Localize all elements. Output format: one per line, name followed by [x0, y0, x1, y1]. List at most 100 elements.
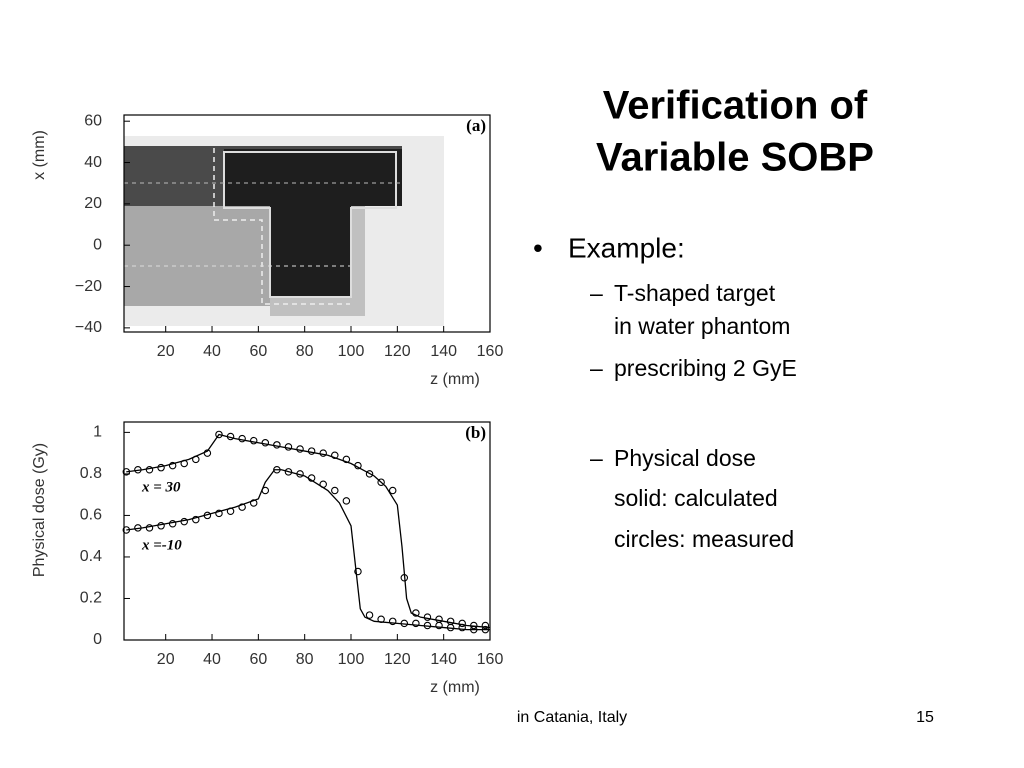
measured-point: [284, 468, 293, 476]
measured-point: [435, 615, 443, 623]
measured-point: [203, 449, 212, 457]
measured-point: [307, 474, 316, 482]
measured-point: [446, 617, 455, 626]
x-tick-label: 80: [296, 343, 314, 360]
measured-point: [168, 519, 177, 528]
measured-point: [481, 625, 490, 634]
bullet: •: [533, 232, 543, 263]
calculated-line: [126, 433, 491, 629]
x-tick-label: 20: [157, 343, 175, 360]
page-number: 15: [916, 709, 934, 726]
measured-point: [157, 463, 165, 472]
measured-point: [423, 613, 432, 621]
y-tick-label: −20: [75, 278, 102, 295]
measured-point: [249, 499, 258, 507]
measured-point: [412, 619, 420, 628]
measured-point: [203, 511, 212, 520]
measured-point: [458, 623, 466, 632]
measured-point: [215, 430, 223, 439]
panel-label: (a): [466, 116, 486, 135]
measured-point: [319, 480, 327, 489]
measured-point: [354, 461, 362, 470]
measured-point: [458, 619, 466, 628]
y-tick-label: 60: [84, 112, 102, 129]
measured-point: [192, 515, 200, 524]
measured-point: [168, 461, 177, 470]
x-tick-label: 140: [430, 651, 457, 668]
measured-point: [122, 468, 131, 476]
slide-title: Variable SOBP: [596, 136, 874, 180]
measured-point: [180, 459, 188, 468]
bullet-text: T-shaped target: [614, 280, 776, 306]
measured-point: [134, 466, 142, 474]
y-tick-label: 40: [84, 154, 102, 171]
panel-label: (b): [465, 423, 486, 442]
y-axis-label: x (mm): [31, 130, 48, 180]
dash: –: [590, 280, 603, 306]
x-tick-clip: 20 40 60 80 100 120 140 160: [157, 651, 504, 668]
measured-point: [388, 486, 397, 495]
measured-point: [238, 503, 246, 511]
dash: –: [590, 445, 603, 471]
bullet-text: prescribing 2 GyE: [614, 355, 797, 381]
measured-point: [446, 623, 455, 632]
plot-frame: [123, 114, 491, 333]
annotation: x = 30: [141, 479, 181, 495]
measured-point: [412, 609, 420, 617]
bullet-text: Example:: [568, 232, 685, 263]
footer: in Catania, Italy: [517, 709, 627, 726]
bullet-text: solid: calculated: [614, 485, 778, 511]
measured-point: [296, 445, 304, 453]
x-tick-label: 160: [477, 651, 504, 668]
y-axis-label: Physical dose (Gy): [31, 443, 48, 577]
measured-point: [180, 517, 188, 526]
measured-point: [377, 615, 385, 623]
x-tick-label: 120: [384, 343, 411, 360]
bullet-text: Physical dose: [614, 445, 756, 471]
annotation: x =-10: [141, 537, 182, 553]
dash: –: [590, 355, 603, 381]
y-tick-label: 0.4: [80, 548, 102, 565]
y-tick-label: 0.6: [80, 507, 102, 524]
measured-point: [342, 455, 351, 464]
dose-map: [124, 115, 490, 332]
measured-point: [157, 522, 165, 530]
measured-point: [331, 451, 339, 459]
y-tick-label: 1: [93, 424, 102, 441]
measured-point: [400, 619, 409, 628]
measured-point: [296, 470, 304, 478]
x-tick-label: 140: [430, 343, 457, 360]
x-tick-label: 40: [203, 343, 221, 360]
x-tick-label: 100: [338, 651, 365, 668]
measured-point: [331, 486, 339, 495]
x-tick-label: 60: [249, 343, 267, 360]
measured-point: [122, 526, 131, 534]
measured-point: [249, 436, 258, 445]
measured-point: [226, 507, 235, 516]
y-tick-label: 0: [93, 236, 102, 253]
measured-point: [284, 443, 293, 451]
x-tick-label: 160: [477, 343, 504, 360]
measured-point: [388, 617, 397, 626]
measured-point: [470, 625, 478, 634]
slide-title: Verification of: [603, 84, 868, 128]
measured-point: [481, 621, 490, 630]
measured-point: [307, 447, 316, 455]
measured-point: [354, 567, 362, 576]
y-tick-label: −40: [75, 319, 102, 336]
x-tick-label: 60: [249, 651, 267, 668]
measured-point: [342, 497, 351, 505]
measured-point: [423, 621, 432, 630]
x-tick-clip: 20 40 60 80 100 120 140 160: [157, 343, 504, 360]
measured-point: [435, 621, 443, 630]
measured-point: [400, 573, 409, 582]
y-tick-label: 0: [93, 631, 102, 648]
y-tick-label: 0.2: [80, 590, 102, 607]
x-tick-label: 20: [157, 651, 175, 668]
measured-point: [365, 470, 374, 478]
measured-point: [238, 434, 246, 443]
measured-point: [192, 455, 200, 464]
x-axis-label: z (mm): [430, 679, 480, 696]
